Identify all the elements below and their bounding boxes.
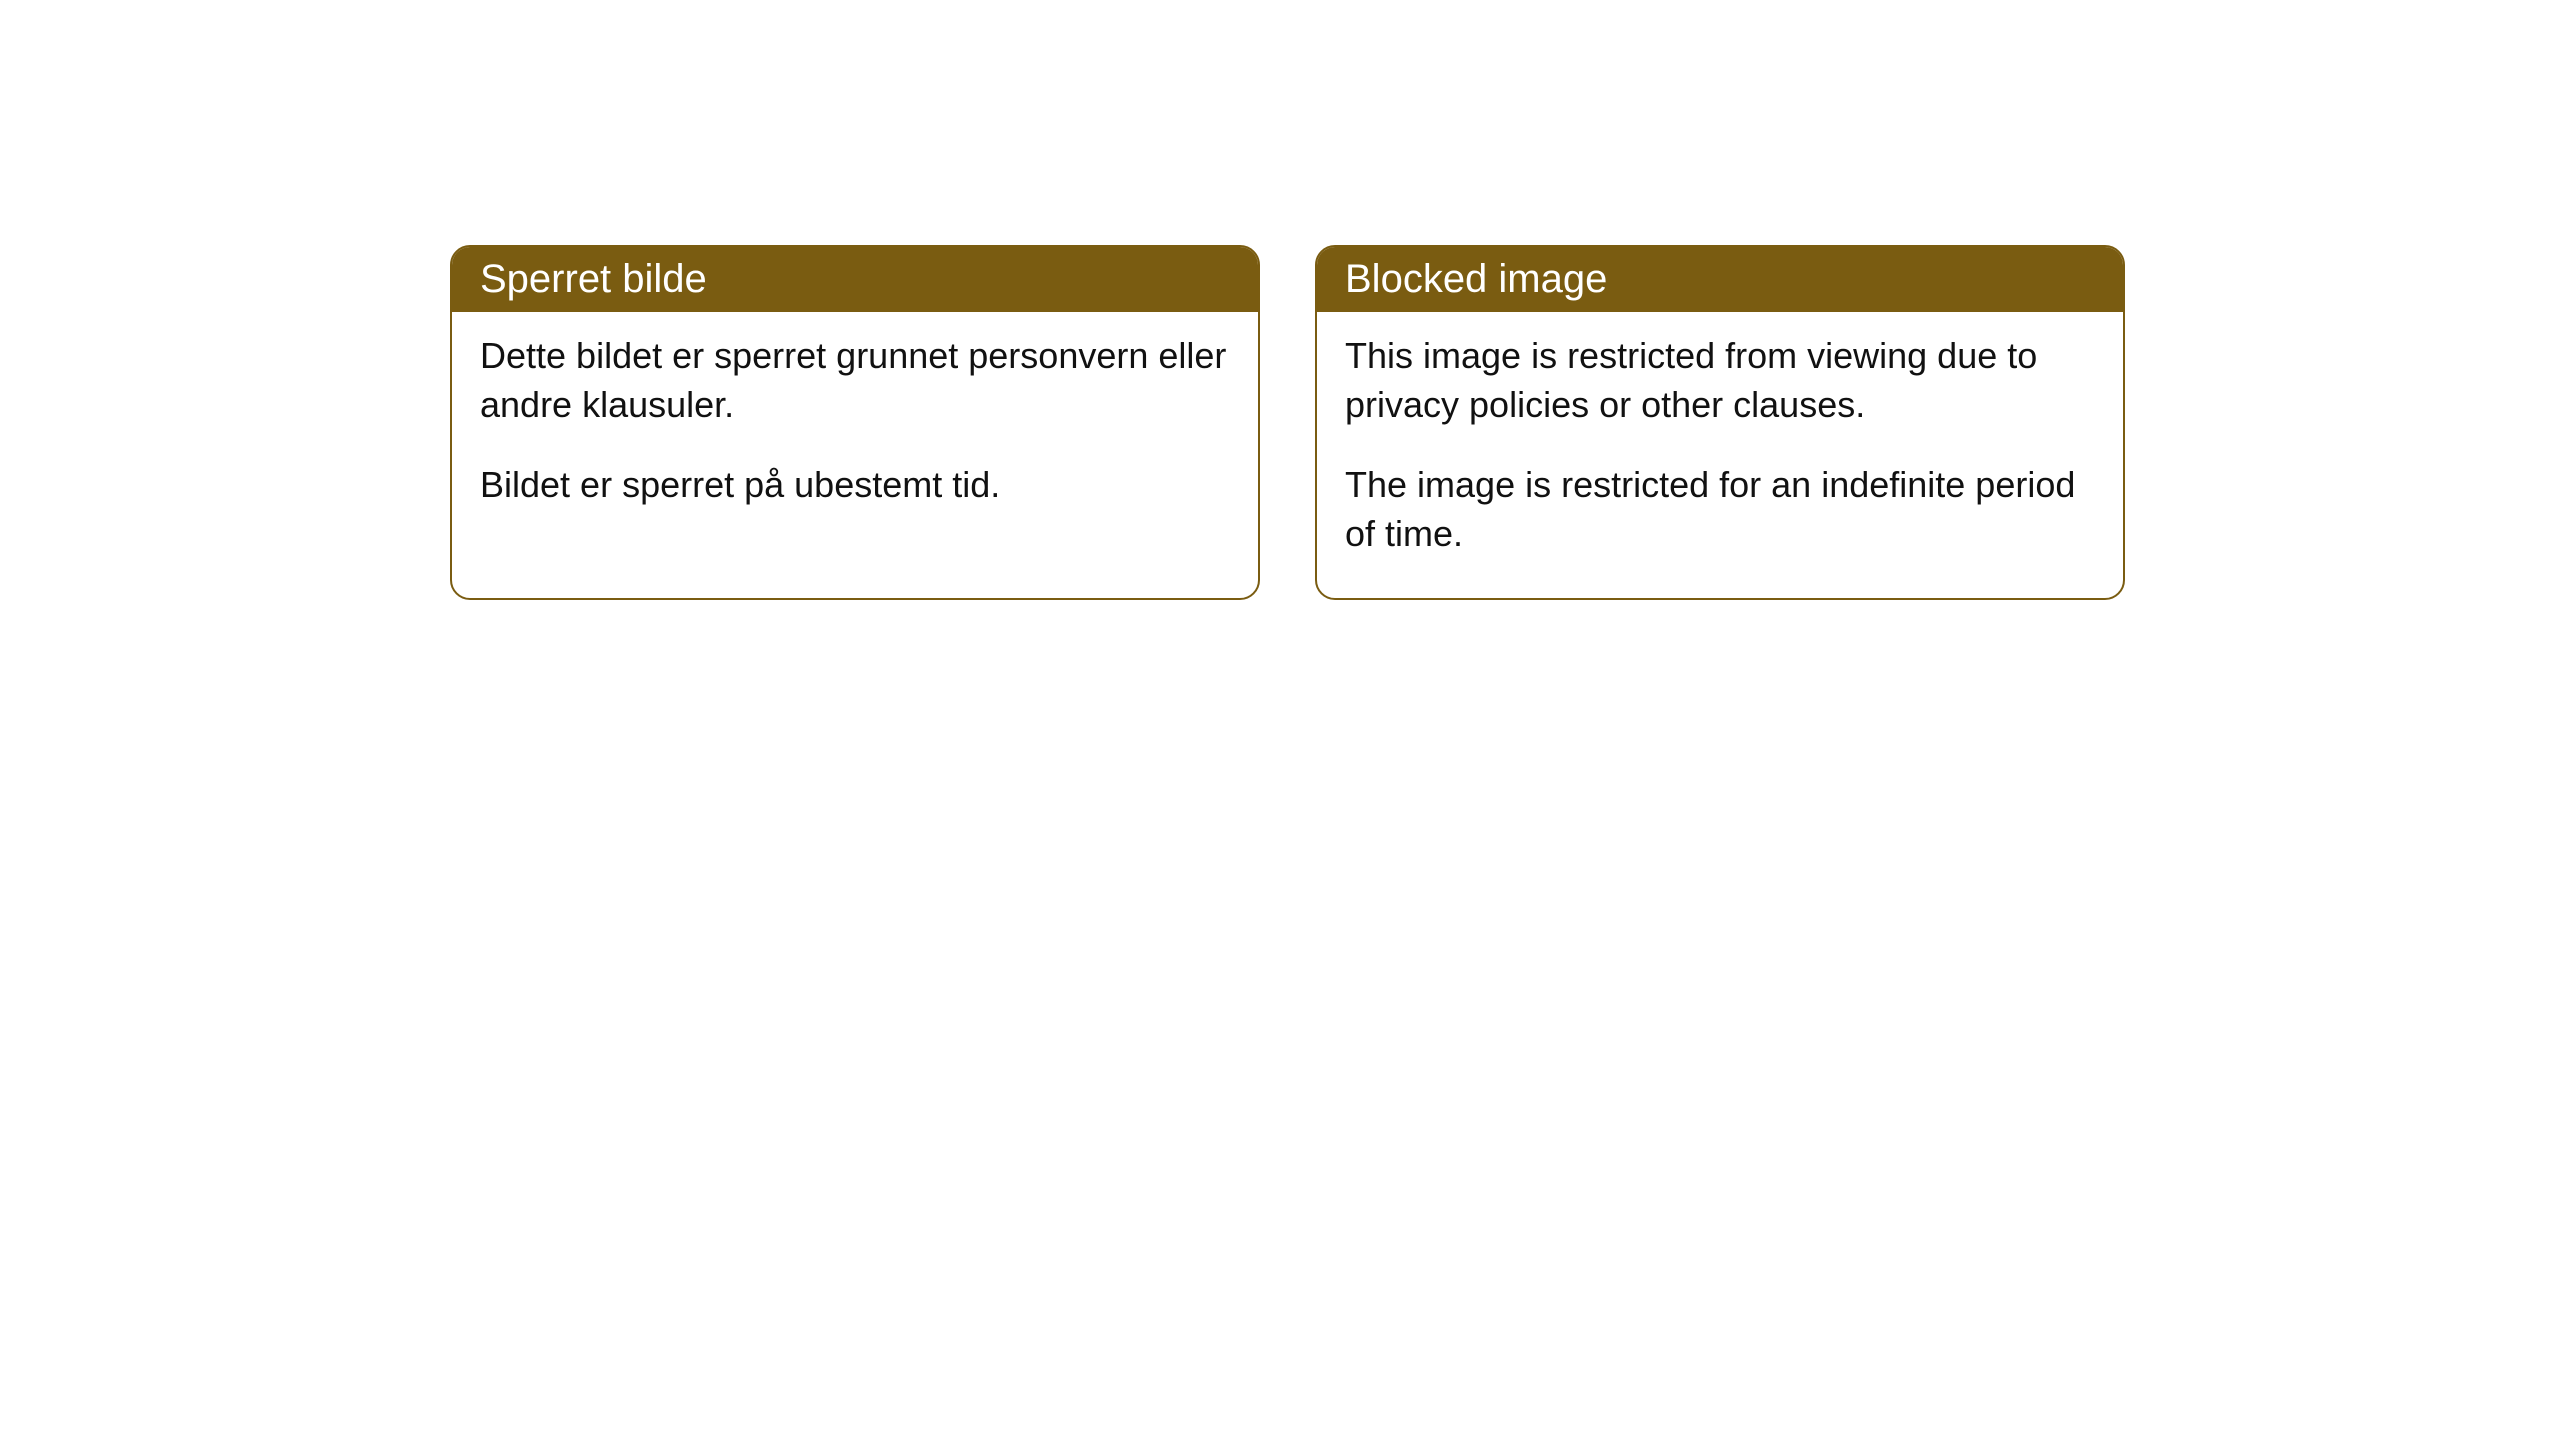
card-paragraph: The image is restricted for an indefinit… [1345,461,2095,558]
card-container: Sperret bilde Dette bildet er sperret gr… [450,245,2125,600]
card-header: Sperret bilde [452,247,1258,312]
card-body: This image is restricted from viewing du… [1317,312,2123,598]
card-paragraph: Bildet er sperret på ubestemt tid. [480,461,1230,510]
card-body: Dette bildet er sperret grunnet personve… [452,312,1258,550]
notice-card-english: Blocked image This image is restricted f… [1315,245,2125,600]
card-header: Blocked image [1317,247,2123,312]
card-paragraph: Dette bildet er sperret grunnet personve… [480,332,1230,429]
card-paragraph: This image is restricted from viewing du… [1345,332,2095,429]
notice-card-norwegian: Sperret bilde Dette bildet er sperret gr… [450,245,1260,600]
